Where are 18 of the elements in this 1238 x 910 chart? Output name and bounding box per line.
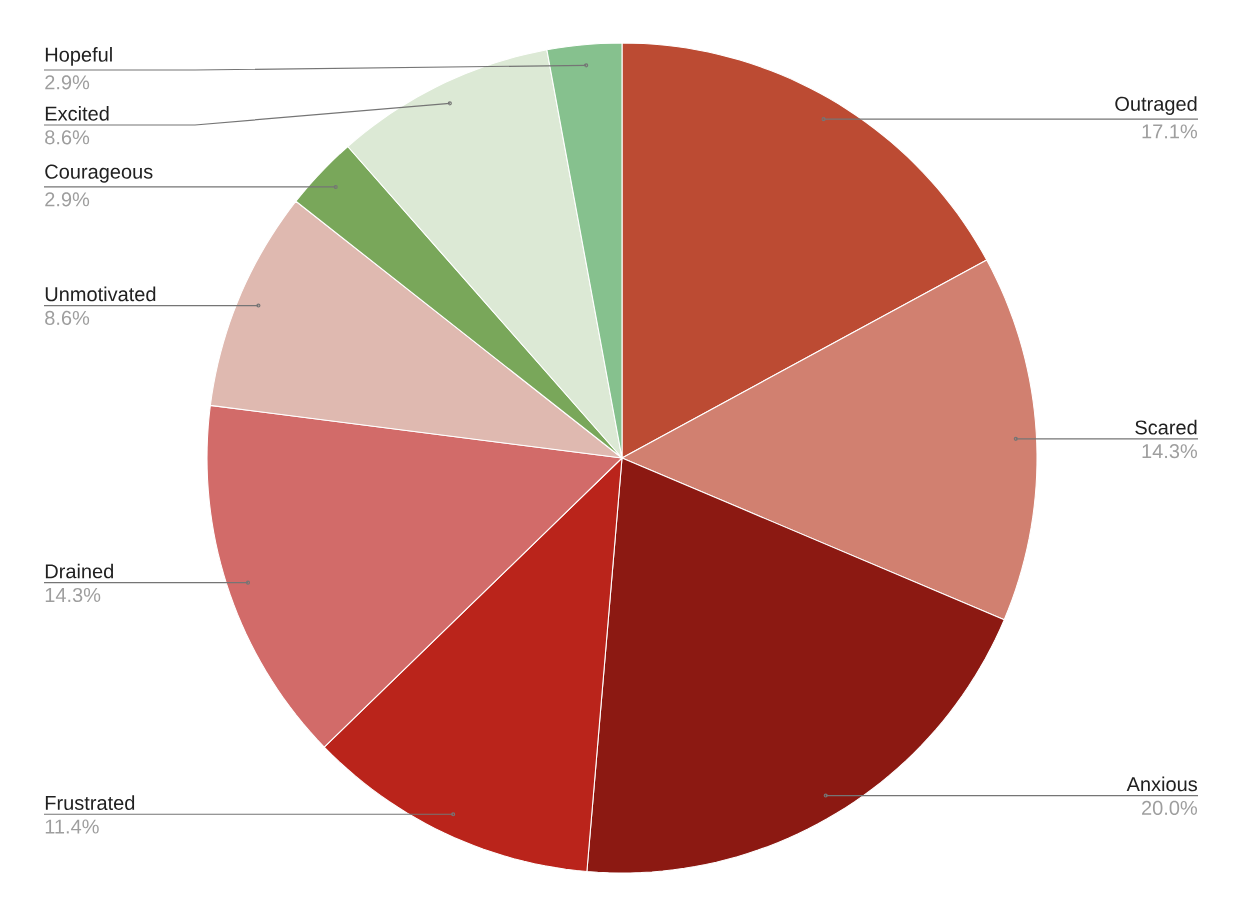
slice-label: Outraged xyxy=(1115,96,1197,115)
slice-label: Scared xyxy=(1135,419,1197,435)
slice-label: Courageous xyxy=(45,164,153,183)
data-label: 14.3% xyxy=(45,587,101,603)
data-label: 8.6% xyxy=(45,310,90,325)
data-label: 8.6% xyxy=(45,130,90,145)
slice-label: Hopeful xyxy=(45,47,112,66)
slice-label: Frustrated xyxy=(45,795,135,810)
data-label: 14.3% xyxy=(1142,444,1198,459)
slice-label: Anxious xyxy=(1126,776,1197,792)
slice-label: Drained xyxy=(45,563,113,579)
data-label: 2.9% xyxy=(45,192,90,207)
data-label: 17.1% xyxy=(1142,124,1198,139)
slice-label: Unmotivated xyxy=(45,286,156,302)
data-label: 11.4% xyxy=(45,819,99,834)
slice-label: Excited xyxy=(45,106,109,121)
data-label: 20.0% xyxy=(1142,800,1198,815)
data-label: 2.9% xyxy=(45,75,90,90)
